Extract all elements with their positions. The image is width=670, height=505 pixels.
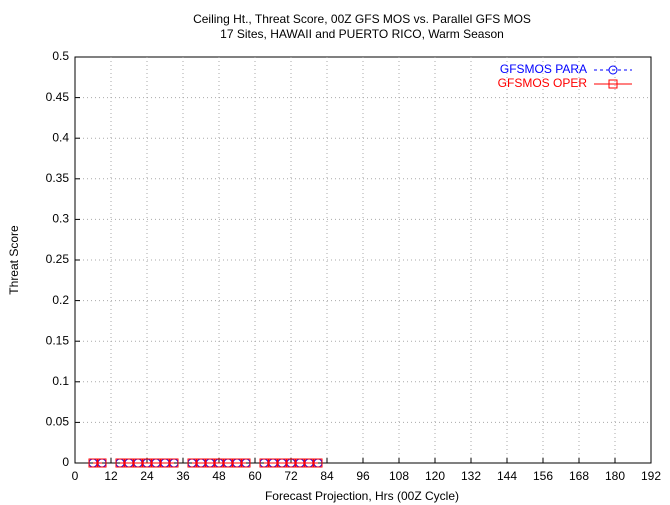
data-point [205,458,215,468]
data-point [241,458,251,468]
x-tick-label: 0 [72,469,79,483]
data-point [304,458,314,468]
legend-marker [608,65,618,75]
x-tick-label: 180 [605,469,625,483]
legend-marker [608,79,618,89]
data-point [97,458,107,468]
data-point [88,458,98,468]
x-tick-label: 168 [569,469,589,483]
data-point [277,458,287,468]
data-point [214,458,224,468]
x-axis-label: Forecast Projection, Hrs (00Z Cycle) [265,489,459,503]
y-tick-label: 0.45 [46,90,70,104]
x-tick-label: 120 [425,469,445,483]
x-tick-label: 96 [356,469,370,483]
chart-title: Ceiling Ht., Threat Score, 00Z GFS MOS v… [193,12,531,26]
x-tick-label: 48 [212,469,226,483]
x-tick-label: 144 [497,469,517,483]
data-point [196,458,206,468]
x-tick-label: 36 [176,469,190,483]
x-tick-label: 84 [320,469,334,483]
data-point [160,458,170,468]
x-tick-label: 60 [248,469,262,483]
y-tick-label: 0 [62,455,69,469]
y-tick-label: 0.4 [52,130,69,144]
y-tick-label: 0.15 [46,333,70,347]
data-point [151,458,161,468]
x-tick-label: 192 [641,469,661,483]
y-tick-label: 0.3 [52,212,69,226]
data-point [115,458,125,468]
chart-subtitle: 17 Sites, HAWAII and PUERTO RICO, Warm S… [220,27,504,41]
x-tick-label: 24 [140,469,154,483]
data-point [259,458,269,468]
data-point [268,458,278,468]
y-tick-label: 0.25 [46,252,70,266]
y-tick-label: 0.35 [46,171,70,185]
data-point [295,458,305,468]
data-point [187,458,197,468]
data-point [286,458,296,468]
data-point [313,458,323,468]
x-tick-label: 72 [284,469,298,483]
y-tick-label: 0.5 [52,49,69,63]
data-point [169,458,179,468]
legend-label: GFSMOS PARA [500,62,587,76]
data-point [133,458,143,468]
legend-label: GFSMOS OPER [498,76,588,90]
y-axis-label: Threat Score [7,225,21,295]
x-tick-label: 132 [461,469,481,483]
x-tick-label: 156 [533,469,553,483]
data-point [223,458,233,468]
y-tick-label: 0.1 [52,374,69,388]
data-point [232,458,242,468]
y-tick-label: 0.2 [52,293,69,307]
y-tick-label: 0.05 [46,415,70,429]
x-tick-label: 12 [104,469,118,483]
x-tick-label: 108 [389,469,409,483]
data-point [142,458,152,468]
data-point [124,458,134,468]
